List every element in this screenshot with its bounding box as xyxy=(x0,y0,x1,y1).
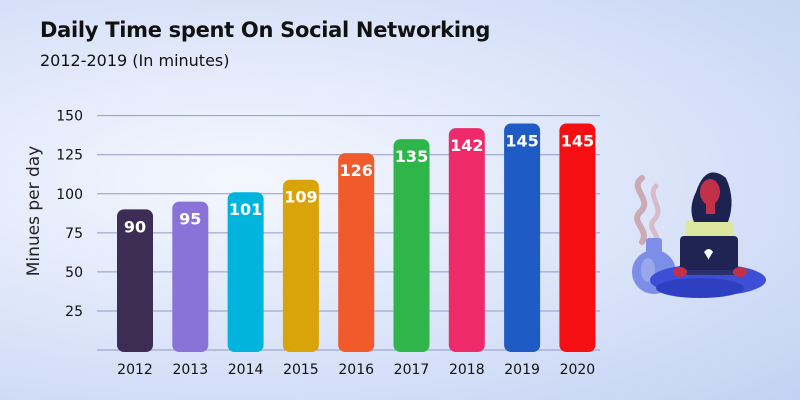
bar-value-label: 90 xyxy=(124,217,146,236)
bar-value-label: 135 xyxy=(395,147,428,166)
y-axis-label: Minues per day xyxy=(24,146,44,277)
bar xyxy=(117,209,153,352)
x-tick-label: 2014 xyxy=(228,362,264,378)
y-axis-ticks: 25 50 75 100 125 150 xyxy=(56,109,83,320)
bar-value-label: 109 xyxy=(284,188,317,207)
x-tick-label: 2015 xyxy=(283,362,319,378)
chart-title: Daily Time spent On Social Networking xyxy=(40,18,491,42)
y-tick-label: 50 xyxy=(65,265,83,281)
x-tick-label: 2013 xyxy=(172,362,208,378)
bars xyxy=(117,123,596,352)
bar-value-label: 145 xyxy=(561,131,594,150)
bar xyxy=(338,153,375,352)
bar-value-label: 95 xyxy=(179,210,201,229)
woman-with-laptop-illustration xyxy=(632,172,766,298)
bar-value-label: 145 xyxy=(505,131,538,150)
x-tick-label: 2020 xyxy=(560,362,596,378)
y-tick-label: 75 xyxy=(65,226,83,242)
y-tick-label: 25 xyxy=(65,304,83,320)
x-tick-label: 2018 xyxy=(449,362,485,378)
bar xyxy=(172,201,209,352)
bar-value-label: 101 xyxy=(229,200,262,219)
bar xyxy=(504,123,541,352)
bar xyxy=(559,123,596,352)
x-tick-label: 2016 xyxy=(338,362,374,378)
bar xyxy=(282,179,319,352)
bar-chart: 25 50 75 100 125 150 90 95 101 109 126 135 142 145 14… xyxy=(24,109,600,378)
data-labels: 90 95 101 109 126 135 142 145 145 xyxy=(124,131,594,236)
x-axis-ticks: 2012 2013 2014 2015 2016 2017 2018 2019 2020 xyxy=(117,362,595,378)
bar-value-label: 126 xyxy=(339,161,372,180)
y-tick-label: 100 xyxy=(56,187,83,203)
y-tick-label: 150 xyxy=(56,109,83,125)
bar-value-label: 142 xyxy=(450,136,483,155)
x-tick-label: 2012 xyxy=(117,362,153,378)
y-tick-label: 125 xyxy=(56,148,83,164)
x-tick-label: 2019 xyxy=(504,362,540,378)
x-tick-label: 2017 xyxy=(394,362,430,378)
bar xyxy=(393,139,430,352)
chart-subtitle: 2012-2019 (In minutes) xyxy=(40,51,230,70)
bar xyxy=(227,192,264,352)
bar xyxy=(448,128,485,352)
